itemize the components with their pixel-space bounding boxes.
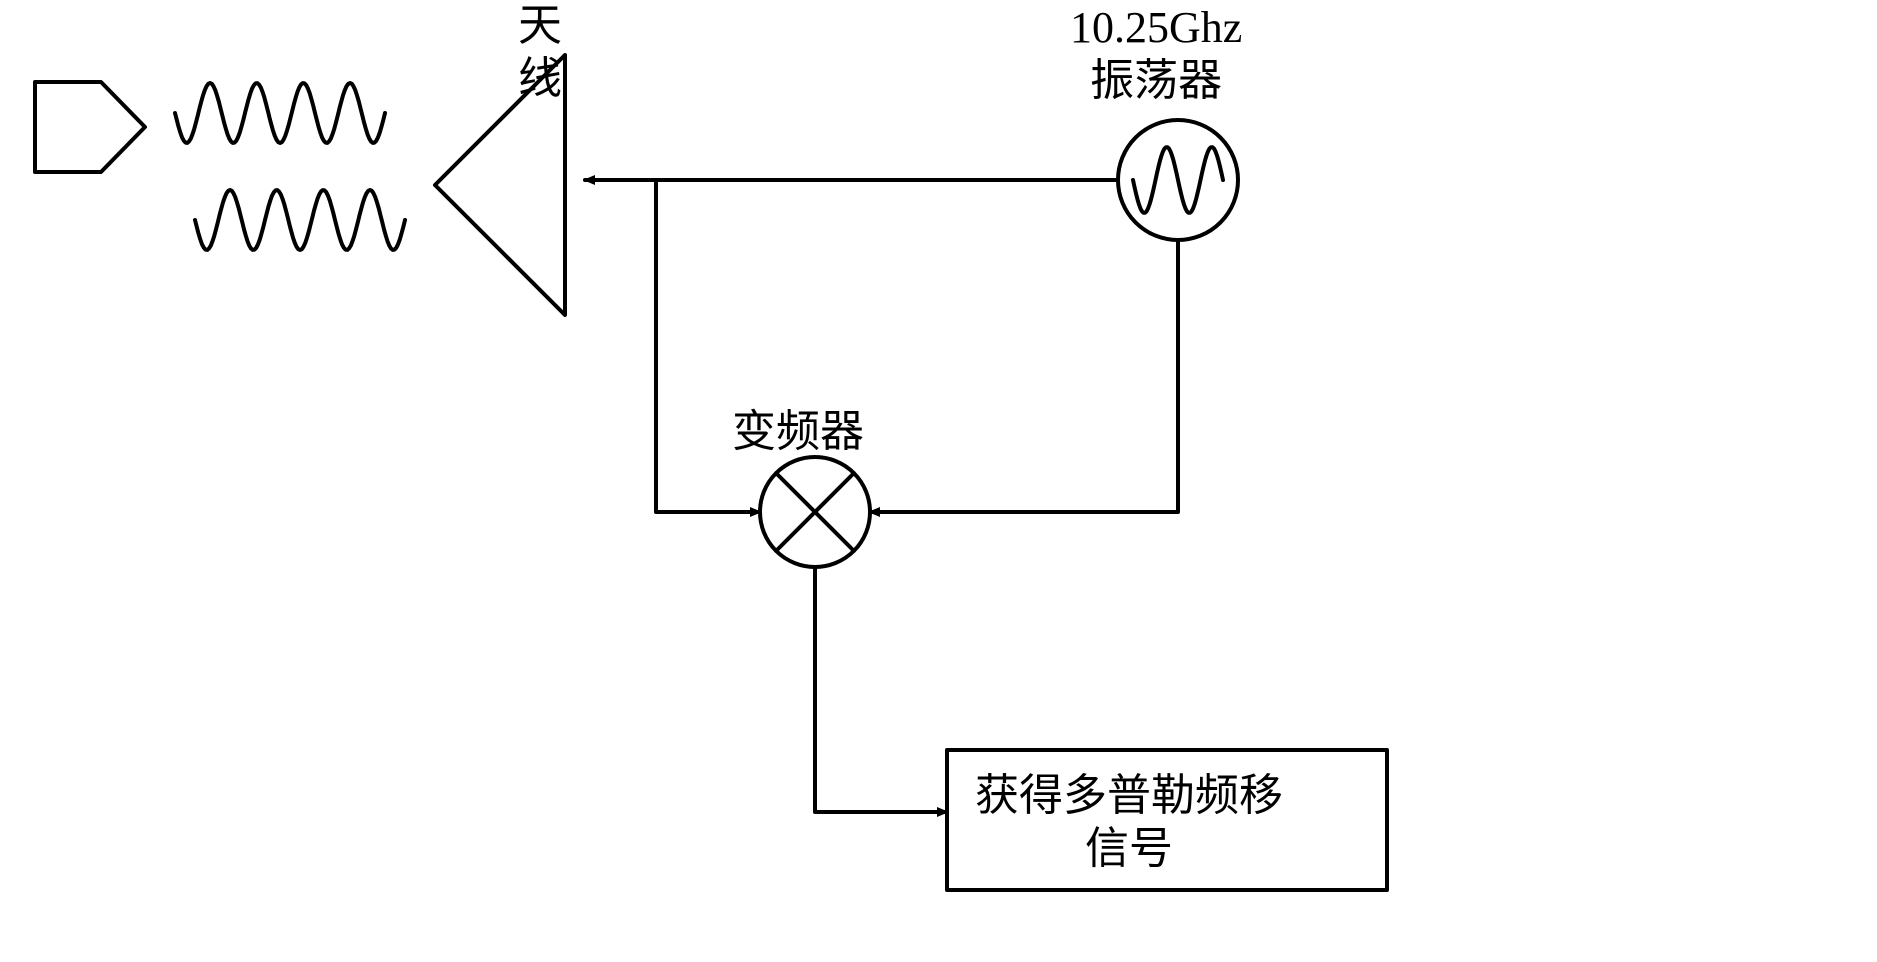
oscillator-wave-icon	[1133, 147, 1223, 213]
wave-outgoing	[175, 83, 385, 143]
output-label: 获得多普勒频移 信号	[975, 770, 1283, 876]
mixer-label: 变频器	[732, 406, 864, 459]
target-shape	[35, 82, 145, 172]
antenna-label-line2: 线	[518, 53, 562, 106]
wave-reflected	[195, 190, 405, 250]
output-label-line1: 获得多普勒频移	[975, 770, 1283, 823]
edge-3	[815, 567, 947, 812]
edge-1	[870, 240, 1178, 512]
oscillator-label-line2: 振荡器	[1070, 55, 1242, 108]
output-label-line2: 信号	[975, 823, 1283, 876]
antenna-label-line1: 天	[518, 0, 562, 53]
antenna-label: 天 线	[518, 0, 562, 106]
diagram-canvas	[0, 0, 1877, 962]
oscillator-label: 10.25Ghz 振荡器	[1070, 2, 1242, 108]
edge-2	[656, 180, 760, 512]
oscillator-label-line1: 10.25Ghz	[1070, 2, 1242, 55]
